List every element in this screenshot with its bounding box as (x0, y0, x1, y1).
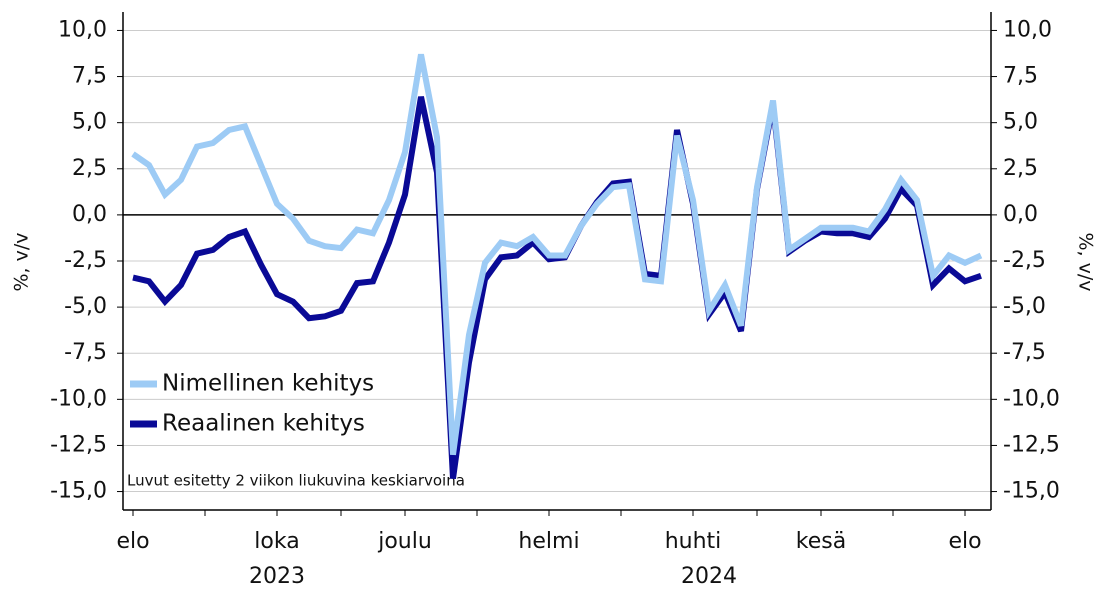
x-tick-label: helmi (518, 529, 579, 554)
x-tick-label: loka (254, 529, 299, 554)
y-tick-label: -15,0 (50, 479, 107, 504)
legend-label: Nimellinen kehitys (162, 371, 374, 397)
y2-axis-label: %, v/v (1075, 232, 1097, 291)
y-tick-label: -10,0 (50, 386, 107, 411)
y-tick-label: -7,5 (64, 340, 107, 365)
y2-tick-label: -7,5 (1003, 340, 1046, 365)
x-tick-label: huhti (665, 529, 722, 554)
y2-tick-label: -10,0 (1003, 386, 1060, 411)
y2-tick-label: 5,0 (1003, 110, 1038, 135)
y2-tick-label: -12,5 (1003, 432, 1060, 457)
x-tick-label: joulu (377, 529, 432, 554)
y-tick-label: -2,5 (64, 248, 107, 273)
x-tick-label: kesä (796, 529, 846, 554)
y-axis-label: %, v/v (11, 232, 33, 291)
x-tick-label: elo (116, 529, 149, 554)
x-tick-label: elo (948, 529, 981, 554)
note: Luvut esitetty 2 viikon liukuvina keskia… (127, 472, 465, 490)
y2-tick-label: 7,5 (1003, 64, 1038, 89)
y-tick-label: 2,5 (72, 156, 107, 181)
y-tick-label: 7,5 (72, 64, 107, 89)
legend-label: Reaalinen kehitys (162, 411, 365, 437)
y2-tick-label: -5,0 (1003, 294, 1046, 319)
x-year-label: 2023 (249, 564, 305, 589)
y2-tick-label: 2,5 (1003, 156, 1038, 181)
y-tick-label: -5,0 (64, 294, 107, 319)
y-tick-label: 5,0 (72, 110, 107, 135)
series-line (131, 53, 983, 456)
x-year-label: 2024 (681, 564, 737, 589)
y2-tick-label: -15,0 (1003, 479, 1060, 504)
y2-tick-label: 0,0 (1003, 202, 1038, 227)
y2-tick-label: 10,0 (1003, 17, 1052, 42)
y2-tick-label: -2,5 (1003, 248, 1046, 273)
y-tick-label: 0,0 (72, 202, 107, 227)
y-tick-label: 10,0 (58, 17, 107, 42)
y-tick-label: -12,5 (50, 432, 107, 457)
